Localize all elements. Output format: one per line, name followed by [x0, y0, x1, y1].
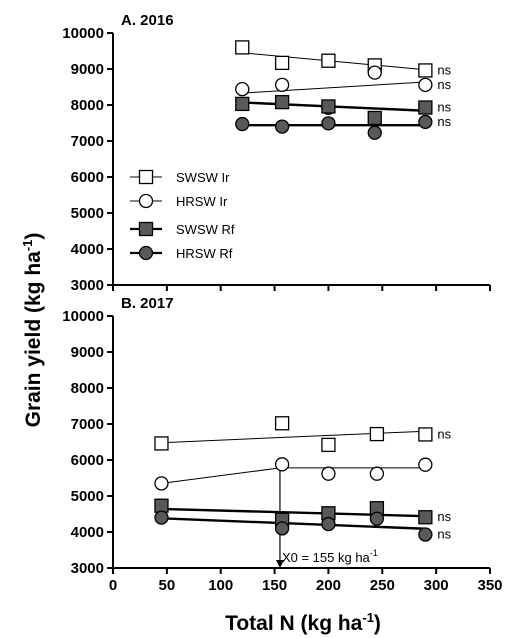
data-point-swsw-rf [235, 96, 250, 112]
y-tick-label: 3000 [71, 560, 104, 577]
data-point-hrsw-rf [418, 114, 433, 130]
x-tick-label: 250 [370, 577, 395, 594]
data-point-hrsw-ir [154, 476, 169, 491]
y-tick-label: 3000 [71, 277, 104, 294]
legend-label: SWSW Ir [176, 170, 230, 185]
y-tick-label: 9000 [71, 61, 104, 78]
legend-marker [138, 169, 154, 185]
data-point-hrsw-ir [418, 77, 433, 92]
data-point-hrsw-ir [274, 77, 290, 92]
fit-line-hrsw-ir [161, 467, 426, 484]
x-tick-label: 300 [424, 577, 449, 594]
data-point-hrsw-ir [367, 65, 382, 80]
x-tick-label: 100 [208, 577, 233, 594]
x-tick-label: 350 [477, 577, 502, 594]
y-axis-title: Grain yield (kg ha-1) [20, 233, 45, 428]
data-point-swsw-ir [154, 436, 169, 451]
significance-note: ns [437, 527, 451, 542]
data-point-swsw-ir [321, 53, 336, 68]
y-tick-label: 5000 [71, 488, 104, 505]
y-tick-label: 7000 [71, 133, 104, 150]
legend-marker [138, 193, 154, 209]
data-point-swsw-ir [321, 437, 336, 453]
x0-annotation-label: X0 = 155 kg ha-1 [282, 548, 378, 565]
x-tick-label: 150 [262, 577, 287, 594]
legend-label: HRSW Ir [176, 194, 228, 209]
fit-line-swsw-ir [161, 430, 426, 444]
panel-2017: 3000 4000 5000 6000 7000 8000 9000 10000 B. 2017… [62, 295, 491, 577]
x-axis-ticks: 0 50 100 150 200 250 300 350 [109, 577, 503, 594]
x-tick-label: 0 [109, 577, 117, 594]
data-point-hrsw-rf [418, 527, 433, 542]
data-point-swsw-rf [154, 498, 169, 513]
significance-note: ns [437, 509, 451, 524]
data-point-hrsw-ir [274, 457, 290, 472]
data-point-hrsw-ir [418, 457, 433, 472]
data-point-swsw-ir [369, 426, 385, 442]
data-point-hrsw-ir [235, 82, 250, 97]
x-tick-label: 200 [316, 577, 341, 594]
legend-marker [138, 245, 154, 261]
x0-annotation-arrow [275, 560, 284, 568]
data-point-swsw-ir [418, 427, 433, 442]
data-point-swsw-ir [274, 416, 290, 431]
data-point-hrsw-ir [369, 466, 385, 481]
legend-marker [138, 221, 154, 237]
fit-line-hrsw-ir [242, 81, 426, 94]
fit-line-swsw-rf [161, 507, 426, 518]
x-tick-label: 50 [159, 577, 176, 594]
panel-title-2017: B. 2017 [121, 295, 174, 312]
y-tick-label: 6000 [71, 169, 104, 186]
data-point-swsw-rf [367, 110, 382, 126]
significance-note: ns [437, 62, 451, 77]
data-point-hrsw-ir [321, 466, 336, 481]
data-point-hrsw-rf [235, 116, 250, 132]
significance-note: ns [437, 114, 451, 129]
significance-note: ns [437, 77, 451, 92]
y-tick-label: 9000 [71, 344, 104, 361]
significance-note: ns [437, 426, 451, 441]
y-tick-label: 7000 [71, 416, 104, 433]
data-point-hrsw-rf [274, 119, 290, 134]
data-point-swsw-ir [235, 40, 250, 55]
data-point-swsw-rf [418, 510, 433, 525]
y-tick-label: 10000 [62, 25, 104, 42]
data-point-hrsw-rf [367, 125, 382, 140]
y-tick-label: 10000 [62, 308, 104, 325]
significance-note: ns [437, 100, 451, 115]
data-point-hrsw-rf [321, 516, 336, 532]
y-tick-label: 4000 [71, 524, 104, 541]
y-tick-label: 5000 [71, 205, 104, 222]
data-point-hrsw-rf [154, 510, 169, 525]
data-point-hrsw-rf [369, 511, 385, 526]
data-point-hrsw-rf [274, 521, 290, 536]
panel-title-2016: A. 2016 [121, 12, 174, 29]
legend-label: HRSW Rf [176, 246, 233, 261]
x-axis-title: Total N (kg ha-1) [225, 610, 381, 635]
data-point-swsw-rf [321, 99, 336, 114]
data-point-hrsw-rf [321, 116, 336, 131]
data-point-swsw-rf [418, 100, 433, 115]
y-tick-label: 4000 [71, 241, 104, 258]
data-point-swsw-ir [274, 55, 290, 71]
data-point-swsw-ir [418, 63, 433, 78]
fit-line-hrsw-rf [161, 517, 426, 530]
panel-2016: 3000 4000 5000 6000 7000 8000 9000 10000 A. 2016… [62, 12, 491, 294]
legend: SWSW Ir HRSW Ir SWSW Rf HRSW Rf [130, 169, 235, 261]
legend-label: SWSW Rf [176, 222, 235, 237]
y-tick-label: 8000 [71, 97, 104, 114]
y-tick-label: 8000 [71, 380, 104, 397]
data-point-swsw-rf [274, 94, 290, 110]
y-tick-label: 6000 [71, 452, 104, 469]
